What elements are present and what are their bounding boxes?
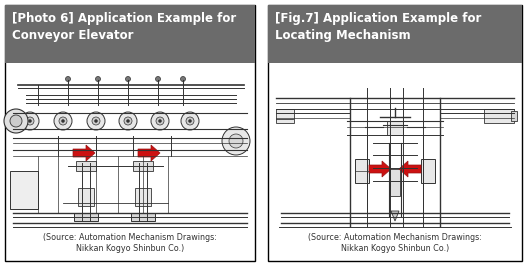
FancyBboxPatch shape	[5, 5, 255, 63]
Circle shape	[229, 134, 243, 148]
Circle shape	[62, 119, 64, 123]
Circle shape	[151, 112, 169, 130]
Circle shape	[181, 77, 186, 81]
Polygon shape	[369, 161, 391, 177]
FancyBboxPatch shape	[484, 109, 514, 123]
FancyBboxPatch shape	[390, 169, 400, 196]
FancyBboxPatch shape	[135, 188, 151, 206]
Polygon shape	[391, 211, 399, 221]
FancyBboxPatch shape	[8, 83, 252, 231]
Circle shape	[28, 119, 32, 123]
FancyBboxPatch shape	[76, 161, 96, 171]
Polygon shape	[399, 161, 421, 177]
Circle shape	[156, 117, 164, 125]
Polygon shape	[73, 145, 95, 161]
Circle shape	[10, 115, 22, 127]
FancyBboxPatch shape	[131, 213, 155, 221]
Text: [Fig.7] Application Example for
Locating Mechanism: [Fig.7] Application Example for Locating…	[275, 12, 481, 41]
Circle shape	[189, 119, 191, 123]
Circle shape	[4, 109, 28, 133]
Circle shape	[155, 77, 161, 81]
FancyBboxPatch shape	[511, 111, 517, 121]
Text: (Source: Automation Mechanism Drawings:
Nikkan Kogyo Shinbun Co.): (Source: Automation Mechanism Drawings: …	[308, 232, 482, 253]
Circle shape	[26, 117, 34, 125]
FancyBboxPatch shape	[10, 171, 38, 209]
FancyBboxPatch shape	[74, 213, 98, 221]
FancyBboxPatch shape	[387, 121, 403, 135]
FancyBboxPatch shape	[268, 5, 522, 261]
FancyBboxPatch shape	[355, 159, 369, 183]
Circle shape	[181, 112, 199, 130]
FancyBboxPatch shape	[421, 159, 435, 183]
Circle shape	[159, 119, 161, 123]
FancyBboxPatch shape	[5, 5, 255, 261]
Circle shape	[126, 119, 130, 123]
Circle shape	[222, 127, 250, 155]
FancyBboxPatch shape	[268, 5, 522, 63]
Circle shape	[125, 77, 131, 81]
Circle shape	[21, 112, 39, 130]
Circle shape	[54, 112, 72, 130]
Circle shape	[95, 77, 101, 81]
FancyBboxPatch shape	[271, 83, 519, 231]
Circle shape	[87, 112, 105, 130]
FancyBboxPatch shape	[78, 188, 94, 206]
FancyBboxPatch shape	[276, 109, 294, 123]
Circle shape	[59, 117, 67, 125]
Circle shape	[92, 117, 100, 125]
Text: (Source: Automation Mechanism Drawings:
Nikkan Kogyo Shinbun Co.): (Source: Automation Mechanism Drawings: …	[43, 232, 217, 253]
Circle shape	[124, 117, 132, 125]
Circle shape	[186, 117, 194, 125]
Circle shape	[94, 119, 97, 123]
Text: [Photo 6] Application Example for
Conveyor Elevator: [Photo 6] Application Example for Convey…	[12, 12, 236, 41]
FancyBboxPatch shape	[133, 161, 153, 171]
Polygon shape	[138, 145, 160, 161]
Circle shape	[119, 112, 137, 130]
Circle shape	[65, 77, 71, 81]
